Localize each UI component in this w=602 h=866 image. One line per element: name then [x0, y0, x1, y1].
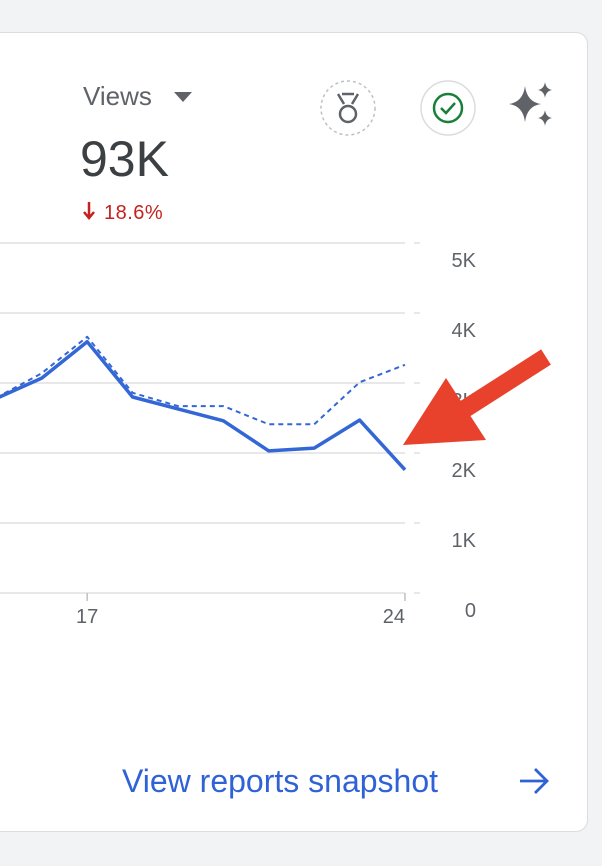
annotation-arrow	[403, 349, 551, 445]
metric-selector[interactable]: Views	[83, 81, 152, 111]
y-tick-label: 4K	[452, 320, 477, 342]
view-reports-link[interactable]: View reports snapshot	[122, 763, 438, 799]
card	[0, 32, 588, 832]
link-arrow-icon[interactable]	[520, 768, 549, 794]
sparkle-icon[interactable]	[509, 82, 552, 126]
y-tick-label: 0	[465, 600, 476, 622]
metric-value: 93K	[80, 131, 169, 187]
x-tick-label: 24	[383, 606, 405, 628]
comparison-line	[0, 335, 406, 426]
metric-change: 18.6%	[104, 202, 163, 224]
data-line	[0, 339, 407, 471]
x-tick-label: 17	[76, 606, 98, 628]
y-tick-label: 2K	[452, 460, 477, 482]
y-tick-label: 1K	[452, 530, 477, 552]
down-arrow-icon	[83, 202, 95, 220]
badge-icon[interactable]	[320, 80, 376, 136]
dropdown-icon[interactable]	[174, 92, 192, 102]
check-icon[interactable]	[420, 80, 476, 136]
y-tick-label: 5K	[452, 250, 477, 272]
